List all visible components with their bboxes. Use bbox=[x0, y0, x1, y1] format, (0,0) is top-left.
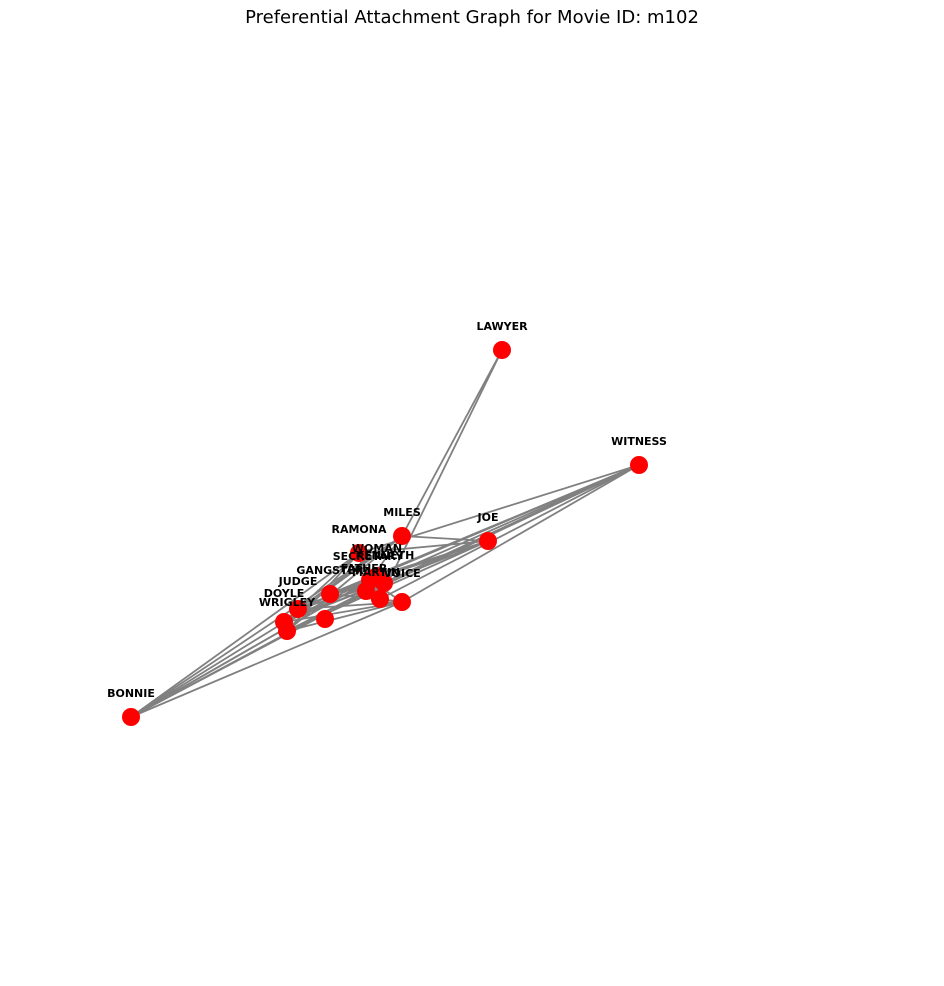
node-ramona[interactable] bbox=[350, 544, 368, 562]
node-lawyer[interactable] bbox=[493, 341, 511, 359]
edge-lawyer-martin bbox=[379, 349, 503, 600]
node-voice[interactable] bbox=[393, 593, 411, 611]
node-label-doyle: DOYLE bbox=[264, 587, 305, 600]
node-kenneth[interactable] bbox=[375, 574, 393, 592]
node-martin[interactable] bbox=[371, 590, 389, 608]
node-label-wrigley: WRIGLEY bbox=[259, 596, 316, 609]
node-layer bbox=[122, 341, 648, 726]
node-label-ramona: RAMONA bbox=[332, 523, 387, 536]
node-witness[interactable] bbox=[630, 456, 648, 474]
node-label-joe: JOE bbox=[477, 511, 499, 524]
node-label-martin: MARTIN bbox=[352, 566, 400, 579]
node-label-witness: WITNESS bbox=[611, 435, 667, 448]
node-label-bonnie: BONNIE bbox=[107, 687, 155, 700]
label-layer: LAWYER WITNESS MILES JOE RAMONA WOMANKENNETHS… bbox=[107, 320, 667, 700]
edge-miles-judge bbox=[297, 535, 403, 610]
edge-witness-voice bbox=[401, 464, 640, 603]
node-father[interactable] bbox=[357, 582, 375, 600]
node-label-father: FATHER bbox=[341, 562, 388, 575]
node-miles[interactable] bbox=[393, 527, 411, 545]
node-judge[interactable] bbox=[289, 600, 307, 618]
edge-joe-woman bbox=[376, 540, 489, 577]
node-joe[interactable] bbox=[479, 532, 497, 550]
node-label-gangster: GANGSTER bbox=[296, 564, 364, 577]
edge-bonnie-ramona bbox=[130, 552, 360, 718]
node-label-voice: VOICE bbox=[383, 567, 420, 580]
node-wrigley[interactable] bbox=[278, 622, 296, 640]
edge-witness-kenneth bbox=[383, 464, 640, 584]
edge-miles-wrigley bbox=[286, 535, 403, 632]
node-gangster[interactable] bbox=[321, 585, 339, 603]
node-label-kenneth: KENNETH bbox=[356, 549, 415, 562]
node-label-woman: WOMAN bbox=[352, 542, 402, 555]
edge-bonnie-voice bbox=[130, 601, 403, 718]
node-unlabeled bbox=[316, 610, 334, 628]
chart-title: Preferential Attachment Graph for Movie … bbox=[245, 7, 699, 28]
node-label-secretary: SECRETARY bbox=[333, 550, 405, 563]
edge-lawyer-miles bbox=[401, 349, 503, 537]
edge-bonnie-miles bbox=[130, 535, 403, 718]
edge-witness-martin bbox=[379, 464, 640, 600]
node-bonnie[interactable] bbox=[122, 708, 140, 726]
node-label-judge: JUDGE bbox=[278, 575, 318, 588]
edge-joe-miles bbox=[401, 535, 489, 542]
node-label-lawyer: LAWYER bbox=[476, 320, 528, 333]
node-label-miles: MILES bbox=[383, 506, 421, 519]
